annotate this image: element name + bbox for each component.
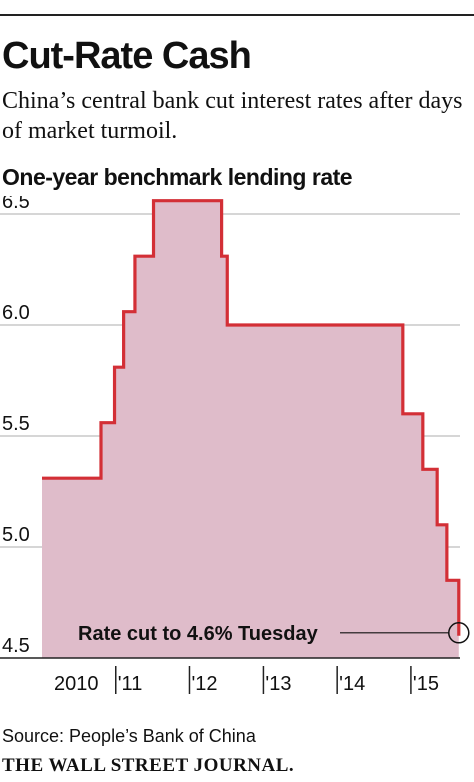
headline: Cut-Rate Cash: [2, 35, 252, 77]
x-tick-label: '14: [339, 673, 365, 695]
y-tick-label: 6.5: [2, 196, 30, 213]
x-tick-label: '15: [413, 673, 439, 695]
x-tick-label: '13: [265, 673, 291, 695]
annotation: Rate cut to 4.6% Tuesday: [78, 622, 470, 645]
chart-title: One-year benchmark lending rate: [2, 164, 353, 190]
lending-rate-chart: 4.5 5.0 5.5 6.0 6.5 2010 '11 '12 '13 '14 '15 Rate…: [0, 196, 470, 695]
rate-area-fill: [42, 200, 459, 658]
annotation-label: Rate cut to 4.6% Tuesday: [78, 623, 319, 645]
publisher-logo: THE WALL STREET JOURNAL.: [2, 755, 295, 776]
y-tick-label: 5.5: [2, 413, 30, 435]
y-tick-label: 4.5: [2, 635, 30, 657]
rate-area: [42, 199, 461, 658]
x-tick-label: '12: [191, 673, 217, 695]
x-tick-label: '11: [118, 673, 143, 695]
x-tick-label: 2010: [54, 673, 99, 695]
y-tick-label: 5.0: [2, 524, 30, 546]
top-rule: [0, 14, 474, 16]
source-note: Source: People’s Bank of China: [2, 726, 256, 746]
x-axis: [0, 657, 460, 694]
annotation-circle: [448, 622, 470, 644]
y-tick-labels: 4.5 5.0 5.5 6.0 6.5: [2, 196, 30, 657]
x-tick-labels: 2010 '11 '12 '13 '14 '15: [54, 673, 439, 695]
y-tick-label: 6.0: [2, 302, 30, 324]
subheadline: China’s central bank cut interest rates …: [2, 88, 463, 144]
rate-series-line: [42, 199, 461, 636]
